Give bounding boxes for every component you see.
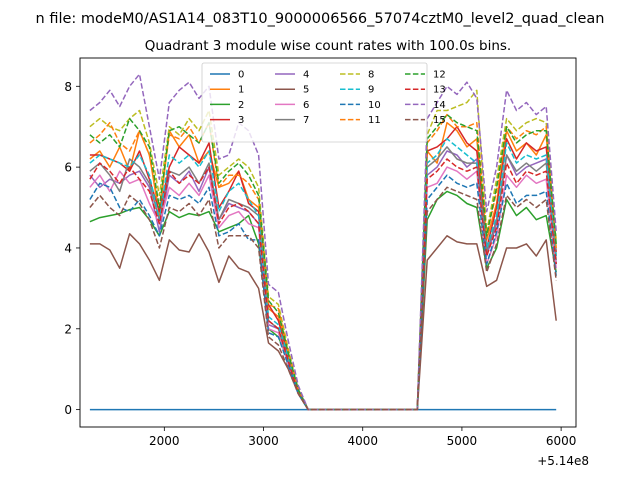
legend-label-1: 1 [238,85,244,96]
legend-label-10: 10 [368,100,381,111]
y-tick-label: 6 [64,161,72,175]
legend-label-6: 6 [303,100,309,111]
x-tick-label: 5000 [447,434,478,448]
legend-label-13: 13 [433,85,446,96]
legend-label-14: 14 [433,100,446,111]
y-tick-label: 8 [64,80,72,94]
x-axis: 2000 3000 4000 5000 6000 [149,427,576,448]
legend-label-5: 5 [303,85,309,96]
chart-title: Quadrant 3 module wise count rates with … [145,38,511,54]
legend-label-2: 2 [238,100,244,111]
x-tick-label: 2000 [149,434,180,448]
y-tick-label: 4 [64,241,72,255]
series-line-12 [89,113,557,411]
legend-label-9: 9 [368,85,374,96]
legend-label-3: 3 [238,115,244,126]
figure-suptitle: n file: modeM0/AS1A14_083T10_9000006566_… [36,11,605,27]
y-tick-label: 0 [64,403,72,417]
x-tick-label: 6000 [546,434,577,448]
x-tick-label: 4000 [347,434,378,448]
legend-label-15: 15 [433,115,446,126]
y-axis: 0 2 4 6 8 [64,80,80,417]
y-tick-label: 2 [64,322,72,336]
x-tick-label: 3000 [248,434,279,448]
x-axis-offset-label: +5.14e8 [537,454,589,468]
legend-label-12: 12 [433,70,446,81]
legend-label-7: 7 [303,115,309,126]
legend-label-4: 4 [303,70,309,81]
series-line-15 [89,186,557,411]
series-lines [89,73,557,411]
plot-frame [79,57,577,428]
legend-label-11: 11 [368,115,381,126]
legend-box [201,62,428,143]
legend-label-0: 0 [238,70,244,81]
legend-label-8: 8 [368,70,374,81]
